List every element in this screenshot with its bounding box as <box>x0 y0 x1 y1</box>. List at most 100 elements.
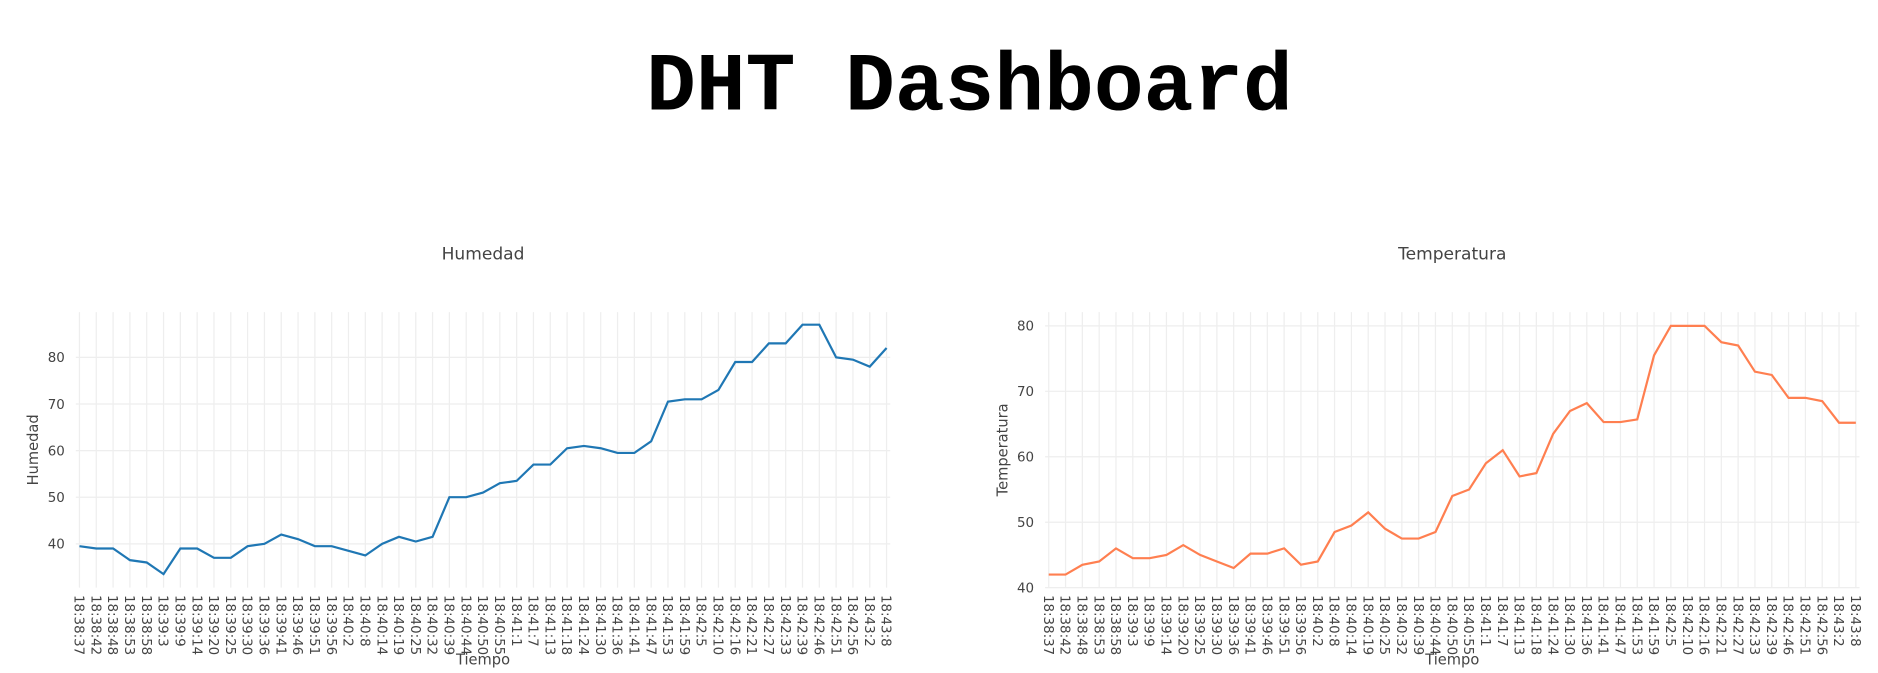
x-tick-label: 18:40:50 <box>1443 595 1458 655</box>
x-tick-label: 18:39:25 <box>222 595 237 655</box>
x-tick-label: 18:38:48 <box>104 595 119 655</box>
x-tick-label: 18:42:56 <box>1813 595 1828 655</box>
y-tick-label: 60 <box>48 444 65 459</box>
x-tick-label: 18:40:55 <box>1460 595 1475 655</box>
y-tick-label: 50 <box>48 491 65 506</box>
x-tick-label: 18:42:21 <box>1712 595 1727 655</box>
line-series <box>1048 324 1856 576</box>
x-tick-label: 18:38:42 <box>87 595 102 655</box>
x-tick-label: 18:39:30 <box>1208 595 1223 655</box>
x-tick-label: 18:41:53 <box>659 595 674 655</box>
x-tick-label: 18:42:46 <box>810 595 825 655</box>
x-tick-label: 18:40:14 <box>373 595 388 655</box>
x-tick-label: 18:40:55 <box>491 595 506 655</box>
x-tick-label: 18:39:51 <box>1275 595 1290 655</box>
x-tick-label: 18:39:25 <box>1191 595 1206 655</box>
x-tick-label: 18:42:5 <box>693 595 708 647</box>
x-tick-label: 18:42:39 <box>1763 595 1778 655</box>
x-tick-label: 18:40:8 <box>356 595 371 647</box>
x-tick-label: 18:40:2 <box>340 595 355 647</box>
y-tick-label: 40 <box>48 538 65 553</box>
x-tick-label: 18:41:41 <box>625 595 640 655</box>
x-tick-label: 18:41:47 <box>1612 595 1627 655</box>
y-tick-label: 60 <box>1017 451 1034 466</box>
x-tick-label: 18:38:53 <box>121 595 136 655</box>
x-tick-label: 18:41:13 <box>541 595 556 655</box>
x-tick-label: 18:39:36 <box>1225 595 1240 655</box>
chart-title: Temperatura <box>1397 245 1506 265</box>
x-tick-label: 18:41:7 <box>1494 595 1509 647</box>
x-tick-label: 18:41:24 <box>1544 595 1559 655</box>
x-tick-label: 18:40:44 <box>457 595 472 655</box>
y-axis-title: Temperatura <box>994 403 1011 497</box>
x-tick-label: 18:43:8 <box>1847 595 1862 647</box>
x-tick-label: 18:39:20 <box>205 595 220 655</box>
x-tick-label: 18:40:50 <box>474 595 489 655</box>
x-tick-label: 18:42:51 <box>1797 595 1812 655</box>
x-tick-label: 18:41:30 <box>1561 595 1576 655</box>
x-tick-label: 18:42:21 <box>743 595 758 655</box>
x-tick-label: 18:40:25 <box>1376 595 1391 655</box>
x-tick-label: 18:42:10 <box>710 595 725 655</box>
x-tick-label: 18:40:39 <box>1410 595 1425 655</box>
x-tick-label: 18:41:18 <box>558 595 573 655</box>
x-tick-label: 18:42:39 <box>794 595 809 655</box>
y-tick-label: 80 <box>1017 320 1034 335</box>
x-tick-label: 18:38:37 <box>71 595 86 655</box>
x-tick-label: 18:41:7 <box>525 595 540 647</box>
x-tick-label: 18:39:56 <box>1292 595 1307 655</box>
x-tick-label: 18:41:36 <box>609 595 624 655</box>
x-tick-label: 18:42:10 <box>1679 595 1694 655</box>
x-tick-label: 18:43:2 <box>861 595 876 647</box>
x-tick-label: 18:41:41 <box>1595 595 1610 655</box>
x-tick-label: 18:41:47 <box>642 595 657 655</box>
x-tick-label: 18:42:46 <box>1780 595 1795 655</box>
x-tick-label: 18:41:1 <box>508 595 523 647</box>
x-tick-label: 18:41:24 <box>575 595 590 655</box>
line-series <box>79 323 888 576</box>
x-tick-label: 18:40:25 <box>407 595 422 655</box>
x-tick-label: 18:38:58 <box>1107 595 1122 655</box>
x-axis-title: Tiempo <box>1424 651 1479 668</box>
y-axis-title: Humedad <box>25 414 42 485</box>
x-tick-label: 18:39:3 <box>155 595 170 647</box>
x-tick-label: 18:42:33 <box>777 595 792 655</box>
x-tick-label: 18:43:8 <box>878 595 893 647</box>
y-tick-label: 70 <box>1017 385 1034 400</box>
x-tick-label: 18:42:33 <box>1746 595 1761 655</box>
x-tick-label: 18:39:56 <box>323 595 338 655</box>
x-tick-label: 18:39:46 <box>1258 595 1273 655</box>
x-tick-label: 18:38:42 <box>1057 595 1072 655</box>
x-tick-label: 18:42:5 <box>1662 595 1677 647</box>
x-tick-label: 18:42:16 <box>1696 595 1711 655</box>
y-tick-label: 70 <box>48 398 65 413</box>
x-tick-label: 18:40:32 <box>1393 595 1408 655</box>
x-tick-label: 18:39:41 <box>1242 595 1257 655</box>
x-tick-label: 18:40:39 <box>441 595 456 655</box>
x-tick-label: 18:42:27 <box>760 595 775 655</box>
x-tick-label: 18:41:13 <box>1511 595 1526 655</box>
x-tick-label: 18:38:48 <box>1073 595 1088 655</box>
y-tick-label: 50 <box>1017 516 1034 531</box>
x-tick-label: 18:42:27 <box>1729 595 1744 655</box>
x-tick-label: 18:39:46 <box>289 595 304 655</box>
x-tick-label: 18:39:51 <box>306 595 321 655</box>
x-tick-label: 18:39:36 <box>256 595 271 655</box>
x-tick-label: 18:42:56 <box>844 595 859 655</box>
x-tick-label: 18:41:36 <box>1578 595 1593 655</box>
x-tick-label: 18:40:19 <box>390 595 405 655</box>
x-tick-label: 18:39:20 <box>1174 595 1189 655</box>
x-tick-label: 18:38:37 <box>1040 595 1055 655</box>
x-tick-label: 18:39:30 <box>239 595 254 655</box>
x-tick-label: 18:42:16 <box>726 595 741 655</box>
x-tick-label: 18:42:51 <box>827 595 842 655</box>
x-tick-label: 18:39:3 <box>1124 595 1139 647</box>
page-title: DHT Dashboard <box>646 41 1293 135</box>
y-tick-label: 40 <box>1017 582 1034 597</box>
x-tick-label: 18:41:30 <box>592 595 607 655</box>
x-tick-label: 18:43:2 <box>1830 595 1845 647</box>
x-tick-label: 18:40:14 <box>1343 595 1358 655</box>
y-tick-label: 80 <box>48 351 65 366</box>
x-tick-label: 18:40:44 <box>1427 595 1442 655</box>
x-tick-label: 18:40:2 <box>1309 595 1324 647</box>
